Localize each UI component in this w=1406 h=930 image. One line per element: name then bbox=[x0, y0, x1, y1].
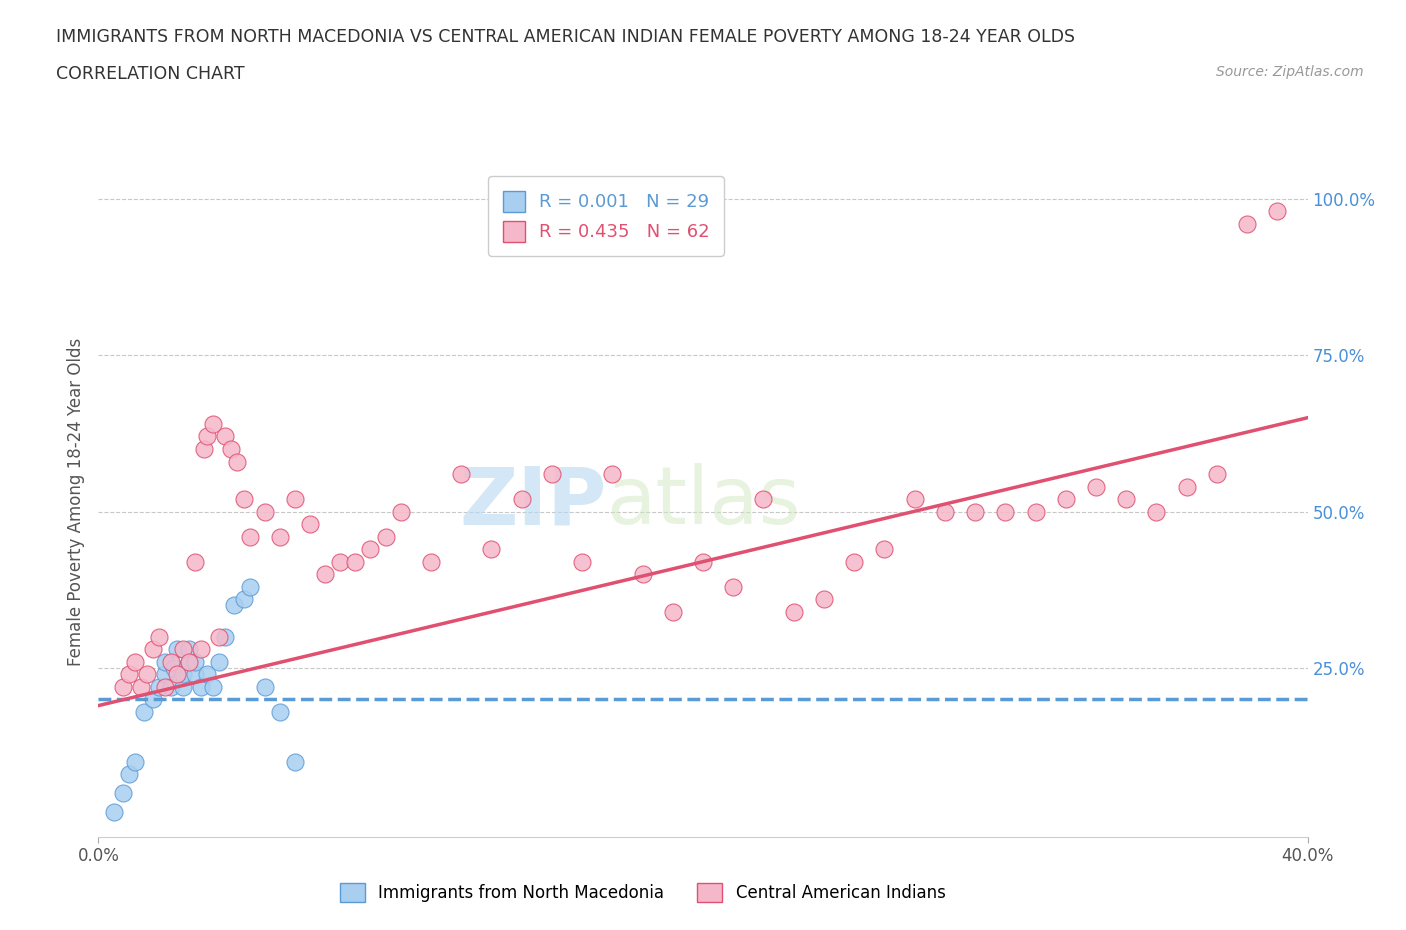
Point bbox=[184, 655, 207, 670]
Point bbox=[172, 642, 194, 657]
Point bbox=[232, 492, 254, 507]
Point bbox=[166, 642, 188, 657]
Point bbox=[129, 680, 152, 695]
Point bbox=[631, 566, 654, 581]
Point bbox=[994, 504, 1017, 519]
Text: IMMIGRANTS FROM NORTH MACEDONIA VS CENTRAL AMERICAN INDIAN FEMALE POVERTY AMONG : IMMIGRANTS FROM NORTH MACEDONIA VS CENTR… bbox=[56, 28, 1076, 46]
Point bbox=[153, 655, 176, 670]
Point bbox=[214, 630, 236, 644]
Point bbox=[1206, 467, 1229, 482]
Point bbox=[934, 504, 956, 519]
Point bbox=[374, 529, 396, 544]
Point bbox=[904, 492, 927, 507]
Point bbox=[1144, 504, 1167, 519]
Point bbox=[142, 642, 165, 657]
Point bbox=[450, 467, 472, 482]
Point bbox=[190, 680, 212, 695]
Point bbox=[153, 680, 176, 695]
Point bbox=[103, 804, 125, 819]
Point bbox=[389, 504, 412, 519]
Point bbox=[1054, 492, 1077, 507]
Point bbox=[163, 660, 186, 675]
Point bbox=[1236, 217, 1258, 232]
Point bbox=[148, 630, 170, 644]
Point bbox=[965, 504, 987, 519]
Point bbox=[844, 554, 866, 569]
Point bbox=[208, 655, 231, 670]
Point bbox=[1085, 479, 1108, 494]
Point bbox=[190, 642, 212, 657]
Point bbox=[135, 667, 157, 682]
Point bbox=[160, 680, 183, 695]
Point bbox=[153, 667, 176, 682]
Point bbox=[269, 704, 291, 719]
Point bbox=[284, 492, 307, 507]
Point bbox=[481, 541, 503, 556]
Point bbox=[299, 517, 322, 532]
Point bbox=[510, 492, 533, 507]
Point bbox=[221, 442, 243, 457]
Point bbox=[195, 667, 218, 682]
Point bbox=[314, 566, 336, 581]
Point bbox=[118, 667, 141, 682]
Point bbox=[783, 604, 806, 619]
Point bbox=[1024, 504, 1046, 519]
Point bbox=[269, 529, 291, 544]
Point bbox=[214, 429, 236, 444]
Point bbox=[172, 667, 194, 682]
Point bbox=[160, 655, 183, 670]
Point bbox=[172, 680, 194, 695]
Point bbox=[111, 786, 134, 801]
Text: Source: ZipAtlas.com: Source: ZipAtlas.com bbox=[1216, 65, 1364, 79]
Point bbox=[202, 417, 225, 432]
Point bbox=[344, 554, 367, 569]
Point bbox=[253, 504, 276, 519]
Point bbox=[284, 754, 307, 769]
Point bbox=[193, 442, 215, 457]
Point bbox=[723, 579, 745, 594]
Point bbox=[239, 529, 262, 544]
Point bbox=[239, 579, 262, 594]
Point bbox=[571, 554, 593, 569]
Point bbox=[692, 554, 714, 569]
Point bbox=[1115, 492, 1137, 507]
Point bbox=[195, 429, 218, 444]
Legend: Immigrants from North Macedonia, Central American Indians: Immigrants from North Macedonia, Central… bbox=[333, 876, 952, 909]
Point bbox=[232, 591, 254, 606]
Point bbox=[124, 754, 146, 769]
Point bbox=[184, 554, 207, 569]
Point bbox=[813, 591, 835, 606]
Point bbox=[184, 667, 207, 682]
Point bbox=[208, 630, 231, 644]
Point bbox=[662, 604, 685, 619]
Point bbox=[118, 767, 141, 782]
Point bbox=[540, 467, 562, 482]
Point bbox=[166, 667, 188, 682]
Point bbox=[329, 554, 352, 569]
Point bbox=[360, 541, 382, 556]
Y-axis label: Female Poverty Among 18-24 Year Olds: Female Poverty Among 18-24 Year Olds bbox=[66, 339, 84, 666]
Point bbox=[602, 467, 624, 482]
Point bbox=[142, 692, 165, 707]
Point bbox=[420, 554, 443, 569]
Point bbox=[179, 642, 201, 657]
Point bbox=[1175, 479, 1198, 494]
Point bbox=[752, 492, 775, 507]
Point bbox=[148, 680, 170, 695]
Text: CORRELATION CHART: CORRELATION CHART bbox=[56, 65, 245, 83]
Text: ZIP: ZIP bbox=[458, 463, 606, 541]
Point bbox=[179, 655, 201, 670]
Point bbox=[111, 680, 134, 695]
Point bbox=[253, 680, 276, 695]
Text: atlas: atlas bbox=[606, 463, 800, 541]
Point bbox=[132, 704, 155, 719]
Point bbox=[873, 541, 896, 556]
Point bbox=[224, 598, 246, 613]
Point bbox=[124, 655, 146, 670]
Point bbox=[226, 454, 249, 469]
Point bbox=[1267, 204, 1289, 219]
Point bbox=[202, 680, 225, 695]
Point bbox=[179, 655, 201, 670]
